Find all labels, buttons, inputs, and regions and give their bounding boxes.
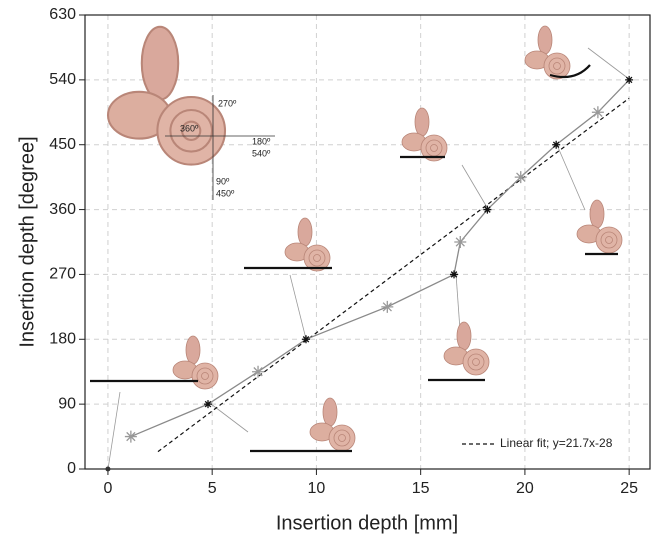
inset-label: 270º — [218, 98, 237, 108]
x-tick-label: 20 — [516, 480, 534, 497]
fit-line — [157, 97, 630, 453]
y-tick-label: 540 — [49, 71, 76, 88]
plot-frame — [84, 14, 651, 470]
inset-label: 360º — [180, 123, 199, 133]
marker — [105, 466, 111, 472]
inset-label: 450º — [216, 188, 235, 198]
marker — [301, 335, 310, 344]
y-tick-label: 180 — [49, 331, 76, 348]
x-tick-label: 10 — [308, 480, 326, 497]
marker — [454, 236, 467, 248]
marker — [252, 365, 265, 378]
inset-label: 540º — [252, 148, 271, 158]
marker — [381, 300, 394, 313]
x-tick-label: 15 — [412, 480, 430, 497]
marker — [124, 430, 137, 443]
marker — [552, 140, 561, 149]
marker — [450, 270, 459, 279]
x-tick-label: 25 — [620, 480, 638, 497]
y-axis-label: Insertion depth [degree] — [16, 136, 38, 347]
inset-label: 180º — [252, 136, 271, 146]
y-tick-label: 630 — [49, 6, 76, 23]
marker — [625, 75, 634, 84]
decorations — [107, 47, 630, 470]
series-line — [130, 79, 630, 438]
legend-label: Linear fit; y=21.7x-28 — [500, 436, 613, 450]
marker — [514, 171, 527, 184]
x-axis-label: Insertion depth [mm] — [276, 512, 458, 534]
y-tick-label: 270 — [49, 266, 76, 283]
y-tick-label: 0 — [67, 460, 76, 477]
x-tick-label: 5 — [208, 480, 217, 497]
y-tick-label: 450 — [49, 136, 76, 153]
marker — [483, 205, 492, 214]
cochlea-images: 270º 180º 540º 360º 90º 450º — [90, 25, 623, 453]
y-tick-label: 90 — [58, 395, 76, 412]
inset-label: 90º — [216, 176, 230, 186]
marker — [591, 106, 604, 119]
marker — [204, 400, 213, 409]
x-tick-label: 0 — [103, 480, 112, 497]
y-tick-label: 360 — [49, 201, 76, 218]
